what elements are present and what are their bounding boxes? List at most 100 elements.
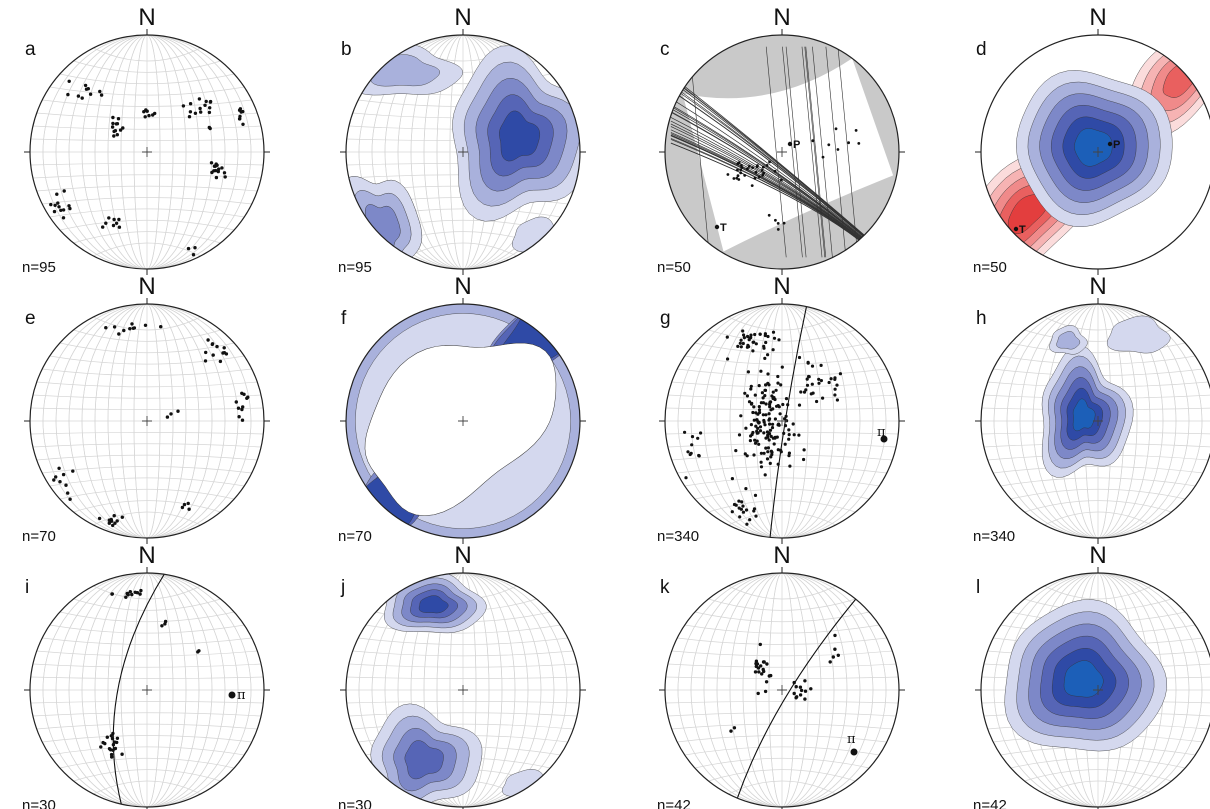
pole-point: [776, 222, 780, 225]
pi-pole: [880, 435, 888, 443]
pole-point: [198, 106, 202, 111]
pole-point: [779, 450, 783, 454]
pole-point: [57, 466, 61, 470]
pole-point: [829, 377, 833, 381]
pole-point: [193, 111, 198, 115]
pole-point: [110, 592, 114, 596]
pole-point: [764, 680, 769, 684]
pole-point: [84, 87, 89, 91]
pole-point: [107, 521, 111, 525]
pi-label: π: [847, 732, 856, 747]
pole-point: [104, 326, 108, 330]
pole-point: [761, 165, 765, 169]
pole-point: [756, 164, 759, 167]
pole-point: [105, 735, 109, 739]
north-label: N: [1089, 4, 1106, 31]
pole-point: [204, 350, 208, 355]
pole-point: [126, 593, 130, 597]
pole-point: [747, 345, 751, 349]
pole-point: [743, 391, 747, 395]
axis-label-T: T: [1019, 224, 1026, 236]
pole-point: [752, 453, 756, 457]
pole-point: [766, 450, 770, 454]
panel-letter: c: [660, 39, 670, 60]
sample-count: n=50: [657, 259, 691, 276]
stereonet-panel-g: Ng n=340 π: [657, 273, 905, 545]
pole-point: [97, 516, 102, 521]
pole-point: [802, 457, 806, 462]
pole-point: [779, 178, 783, 182]
pole-point: [778, 412, 782, 416]
pole-point: [756, 426, 760, 430]
pole-point: [771, 436, 775, 440]
pole-point: [782, 431, 786, 435]
pole-point: [234, 400, 238, 404]
pole-point: [159, 325, 163, 329]
pole-point: [186, 246, 191, 251]
pole-point: [180, 505, 185, 510]
pole-point: [117, 225, 122, 229]
pole-point: [182, 502, 187, 507]
pole-point: [745, 394, 749, 398]
pole-point: [776, 374, 780, 379]
pole-point: [751, 410, 755, 415]
pole-point: [761, 396, 765, 400]
pole-point: [223, 175, 227, 179]
pole-point: [761, 413, 765, 417]
pole-point: [767, 412, 771, 416]
pole-point: [762, 431, 766, 435]
pole-point: [746, 167, 749, 171]
pole-point: [806, 360, 810, 364]
pole-point: [117, 332, 121, 336]
pole-point: [737, 178, 741, 181]
pole-point: [833, 387, 837, 391]
pole-point: [751, 349, 755, 353]
pole-point: [766, 353, 770, 357]
pole-point: [772, 442, 776, 446]
pole-point: [769, 449, 773, 453]
pole-point: [111, 748, 115, 752]
pole-point: [756, 431, 760, 435]
pole-point: [58, 480, 62, 484]
pole-point: [799, 688, 804, 693]
center-cross: [142, 416, 152, 426]
pole-point: [101, 740, 105, 745]
pole-point: [752, 418, 756, 422]
data-points: [99, 588, 201, 759]
pole-point: [787, 437, 791, 441]
stereonet-grid: [30, 573, 264, 807]
pole-point: [67, 79, 71, 84]
pole-point: [805, 377, 809, 381]
pole-point: [209, 161, 214, 165]
sample-count: n=30: [22, 797, 56, 809]
sample-count: n=42: [973, 797, 1007, 809]
pole-point: [776, 404, 780, 408]
pole-point: [118, 128, 123, 132]
pole-point: [749, 387, 753, 391]
pole-point: [757, 405, 761, 409]
pole-point: [53, 203, 57, 207]
pole-point: [768, 402, 772, 406]
pole-point: [821, 155, 825, 159]
pole-point: [110, 736, 115, 741]
pole-point: [777, 338, 781, 342]
pole-point: [827, 380, 831, 385]
pole-point: [773, 417, 777, 421]
pole-point: [749, 402, 754, 406]
pole-point: [759, 451, 763, 455]
pole-point: [683, 430, 687, 434]
pole-point: [786, 403, 790, 407]
pole-point: [835, 398, 839, 402]
pole-point: [688, 452, 692, 457]
best-fit-great-circle: [112, 573, 166, 807]
pole-point: [759, 460, 763, 464]
pole-point: [138, 592, 142, 596]
pole-point: [768, 405, 772, 409]
pole-point: [738, 515, 742, 519]
pole-point: [776, 462, 780, 466]
pole-point: [833, 377, 837, 381]
pole-point: [747, 165, 751, 168]
pole-point: [772, 336, 777, 340]
pole-point: [762, 451, 766, 455]
pole-point: [128, 327, 132, 331]
